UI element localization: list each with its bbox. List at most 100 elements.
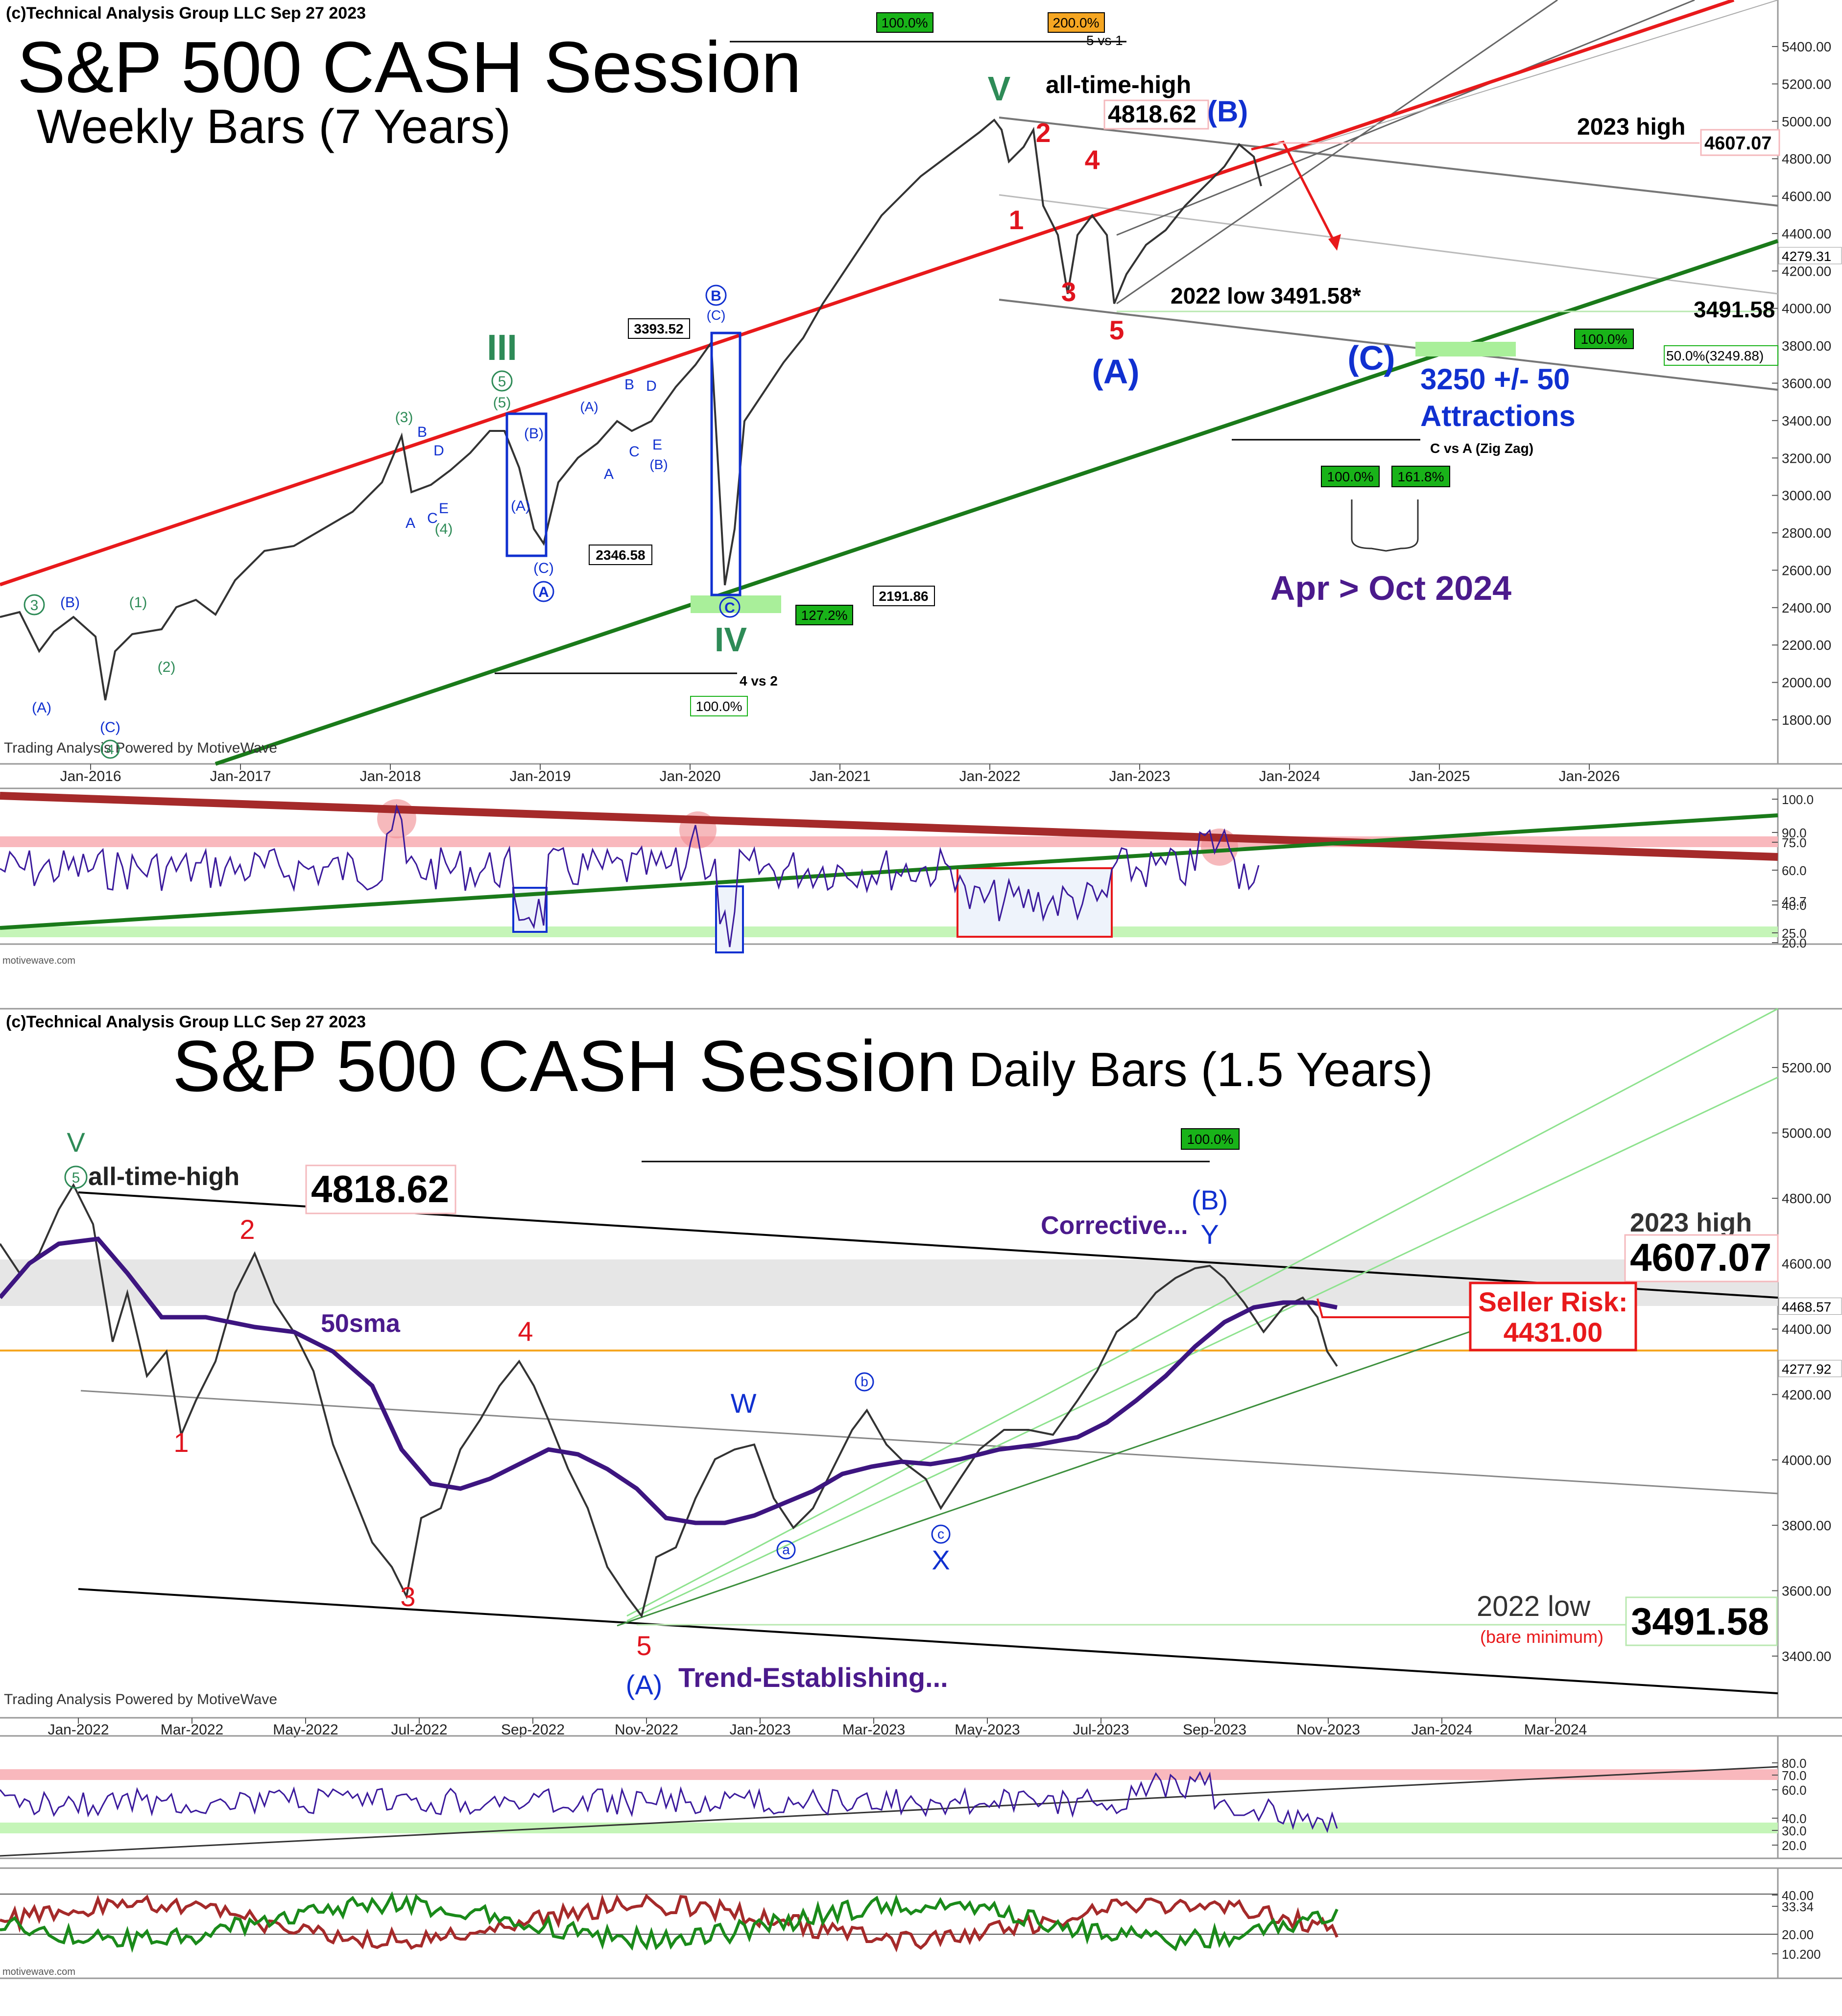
- daily-price-tick: 5000.00: [1782, 1126, 1831, 1141]
- dmi-plus-series: [0, 1894, 1339, 1953]
- weekly-motivewave: motivewave.com: [2, 955, 75, 966]
- daily-high-2023-label: 2023 high: [1630, 1208, 1752, 1237]
- weekly-price-axis: 5400.00 5200.00 5000.00 4800.00 4600.00 4400.…: [1772, 39, 1842, 728]
- daily-lower-trend: [78, 1588, 1778, 1694]
- wave-V: V: [988, 70, 1011, 108]
- low-2022-value: 3491.58: [1694, 297, 1775, 322]
- wave-circB: B: [711, 288, 721, 304]
- weekly-rising-channel-1: [1116, 0, 1558, 305]
- weekly-rsi-tick: 90.0: [1782, 826, 1807, 840]
- all-time-high-label: all-time-high: [1046, 71, 1191, 98]
- daily-price-panel: 5200.00 5000.00 4800.00 4600.00 4400.00 4200.…: [0, 1008, 1842, 1738]
- wave-smallB: (B): [649, 457, 668, 472]
- weekly-price-tick: 3200.00: [1782, 451, 1831, 466]
- weekly-rsi-series: [0, 804, 1260, 948]
- wave-midA: (A): [511, 498, 530, 514]
- value-2346: 2346.58: [596, 547, 645, 563]
- weekly-date-tick: Jan-2023: [1109, 768, 1170, 784]
- top-100-box: 100.0%: [882, 15, 928, 30]
- wave-circA: A: [538, 584, 549, 600]
- weekly-rsi-tick: 40.0: [1782, 898, 1807, 913]
- weekly-rsi-tick: 75.0: [1782, 835, 1807, 850]
- daily-rsi-trend: [0, 1766, 1778, 1857]
- daily-adx-tick: 33.34: [1782, 1899, 1814, 1914]
- daily-date-axis: Jan-2022 Mar-2022 May-2022 Jul-2022 Sep-2022…: [48, 1718, 1587, 1738]
- weekly-price-tick: 3600.00: [1782, 376, 1831, 391]
- attractions-2: Attractions: [1420, 400, 1576, 432]
- daily-wave-c: c: [937, 1526, 944, 1542]
- fib-100-box: 100.0%: [1581, 332, 1627, 347]
- zigzag-label: C vs A (Zig Zag): [1430, 441, 1533, 456]
- weekly-price-tick: 1800.00: [1782, 712, 1831, 728]
- wave-lA: (A): [32, 700, 51, 716]
- daily-subtitle: Daily Bars (1.5 Years): [969, 1043, 1433, 1096]
- weekly-price-tick: 5200.00: [1782, 76, 1831, 92]
- daily-wave-3: 3: [400, 1581, 415, 1612]
- high-2023-value: 4607.07: [1704, 133, 1771, 154]
- weekly-copyright: (c)Technical Analysis Group LLC Sep 27 2…: [6, 4, 366, 23]
- daily-ath-value: 4818.62: [311, 1167, 449, 1210]
- wave-g4: (4): [435, 521, 453, 537]
- daily-price-tick: 5200.00: [1782, 1060, 1831, 1075]
- daily-50sma: [0, 1236, 1338, 1525]
- wave-smallA: (A): [580, 399, 598, 414]
- daily-green-fan-2: [626, 1076, 1778, 1622]
- daily-price-marker: 4468.57: [1782, 1299, 1831, 1314]
- wave-g5: (5): [493, 395, 511, 411]
- daily-wave-4: 4: [518, 1316, 533, 1347]
- daily-wave-X: X: [932, 1544, 950, 1575]
- weekly-rsi-tick: 60.0: [1782, 863, 1807, 878]
- weekly-rising-channel-2: [1116, 0, 1695, 236]
- daily-price-tick: 3400.00: [1782, 1649, 1831, 1664]
- blue-box-2020: [710, 332, 742, 596]
- four-100: 100.0%: [696, 699, 742, 714]
- wave-red-2: 2: [1036, 118, 1051, 148]
- weekly-price-tick: 2000.00: [1782, 675, 1831, 690]
- five-vs-one: 5 vs 1: [1086, 33, 1123, 48]
- weekly-rising-channel-3: [1273, 0, 1778, 157]
- daily-rsi-oversold: [0, 1823, 1778, 1833]
- weekly-price-tick: 4400.00: [1782, 226, 1831, 241]
- seller-risk-label: Seller Risk:: [1478, 1286, 1627, 1317]
- daily-low-2022-value: 3491.58: [1631, 1600, 1769, 1643]
- red-arrow: [1251, 141, 1339, 248]
- dmi-minus-series: [0, 1891, 1339, 1953]
- four-vs-two: 4 vs 2: [740, 673, 778, 688]
- wave-A-blue: (A): [1092, 353, 1139, 391]
- value-1272: 127.2%: [801, 608, 848, 623]
- wave-E-2019: E: [652, 437, 662, 453]
- daily-price-tick: 3600.00: [1782, 1583, 1831, 1598]
- daily-price-tick: 4000.00: [1782, 1452, 1831, 1468]
- daily-rsi-series: [0, 1771, 1338, 1833]
- daily-wave-B: (B): [1192, 1185, 1228, 1215]
- weekly-price-tick: 3000.00: [1782, 488, 1831, 503]
- daily-price-tick: 4400.00: [1782, 1322, 1831, 1337]
- weekly-rsi-axis: 100.0 90.075.0 60.0 43.740.0 25.020.0: [1772, 792, 1814, 950]
- daily-rsi-tick: 70.0: [1782, 1768, 1807, 1783]
- wave-circ3: 3: [30, 597, 39, 614]
- wave-smallC: (C): [707, 308, 726, 323]
- wave-E-small: E: [439, 500, 449, 517]
- weekly-rsi-tick: 100.0: [1782, 792, 1814, 807]
- daily-wave-1: 1: [173, 1427, 189, 1458]
- wave-lC: (C): [100, 719, 120, 735]
- weekly-price-tick: 4600.00: [1782, 189, 1831, 204]
- daily-wave-2: 2: [239, 1214, 255, 1245]
- weekly-date-tick: Jan-2026: [1558, 768, 1620, 784]
- daily-rsi-tick: 30.0: [1782, 1824, 1807, 1838]
- weekly-date-tick: Jan-2018: [359, 768, 421, 784]
- fib-50-box: 50.0%(3249.88): [1666, 348, 1764, 363]
- daily-wave-5: 5: [636, 1630, 651, 1661]
- iv-zone: [691, 595, 781, 613]
- daily-price-tick: 4200.00: [1782, 1387, 1831, 1402]
- daily-green-support: [617, 1331, 1470, 1627]
- weekly-price-tick: 2600.00: [1782, 563, 1831, 578]
- daily-price-series: [0, 1183, 1338, 1618]
- wave-red-1: 1: [1009, 205, 1024, 235]
- weekly-price-tick: 5400.00: [1782, 39, 1831, 54]
- daily-adx-tick: 40.00: [1782, 1888, 1814, 1903]
- weekly-price-tick: 2400.00: [1782, 600, 1831, 616]
- weekly-date-tick: Jan-2020: [659, 768, 720, 784]
- wave-C-2019: C: [629, 444, 640, 460]
- daily-ath-label: all-time-high: [88, 1162, 239, 1191]
